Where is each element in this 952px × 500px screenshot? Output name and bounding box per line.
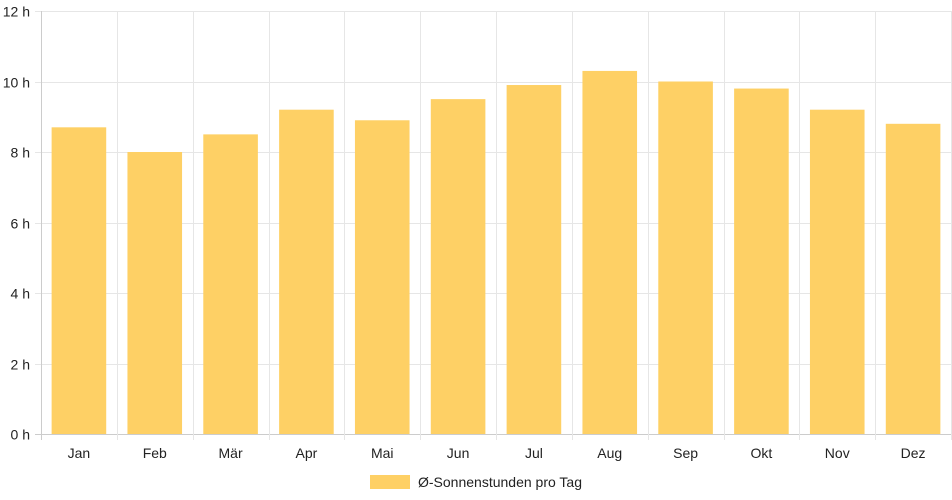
legend-swatch bbox=[370, 475, 410, 489]
bar-sep[interactable] bbox=[658, 81, 713, 435]
chart-bars bbox=[51, 70, 941, 435]
x-axis-ticks: Jan Feb Mär Apr Mai Jun Jul Aug Sep Okt Nov Dez bbox=[68, 445, 926, 461]
y-tick-label: 4 h bbox=[11, 286, 30, 302]
x-tick-label: Feb bbox=[143, 445, 167, 461]
x-tick-label: Jan bbox=[68, 445, 91, 461]
legend-label: Ø-Sonnenstunden pro Tag bbox=[418, 474, 582, 490]
bar-mai[interactable] bbox=[354, 120, 410, 435]
bar-chart: 0 h2 h4 h6 h8 h10 h12 h Jan Feb Mär Apr Mai J… bbox=[3, 4, 952, 461]
bar-mär[interactable] bbox=[203, 134, 258, 434]
bar-jul[interactable] bbox=[506, 85, 562, 435]
bar-okt[interactable] bbox=[734, 88, 789, 435]
bar-apr[interactable] bbox=[279, 109, 334, 434]
bar-aug[interactable] bbox=[582, 70, 638, 435]
chart-legend[interactable]: Ø-Sonnenstunden pro Tag bbox=[0, 470, 952, 494]
y-tick-label: 8 h bbox=[11, 145, 30, 161]
bar-jan[interactable] bbox=[51, 127, 107, 434]
x-tick-label: Sep bbox=[673, 445, 698, 461]
chart-grid bbox=[35, 11, 952, 440]
y-tick-label: 0 h bbox=[11, 427, 30, 443]
x-tick-label: Aug bbox=[597, 445, 622, 461]
x-tick-label: Nov bbox=[825, 445, 850, 461]
y-tick-label: 2 h bbox=[11, 357, 30, 373]
bar-nov[interactable] bbox=[809, 109, 865, 434]
x-tick-label: Apr bbox=[296, 445, 318, 461]
y-tick-label: 12 h bbox=[3, 4, 30, 20]
y-axis-ticks: 0 h 2 h 4 h 6 h 8 h 10 h 12 h bbox=[3, 4, 30, 443]
y-tick-label: 6 h bbox=[11, 216, 30, 232]
bar-dez[interactable] bbox=[885, 123, 941, 435]
x-tick-label: Jul bbox=[525, 445, 543, 461]
x-tick-label: Mär bbox=[219, 445, 243, 461]
bar-feb[interactable] bbox=[127, 152, 183, 434]
x-tick-label: Okt bbox=[751, 445, 773, 461]
bar-jun[interactable] bbox=[430, 99, 486, 434]
x-tick-label: Jun bbox=[447, 445, 470, 461]
x-tick-label: Mai bbox=[371, 445, 394, 461]
x-tick-label: Dez bbox=[901, 445, 926, 461]
y-tick-label: 10 h bbox=[3, 75, 30, 91]
